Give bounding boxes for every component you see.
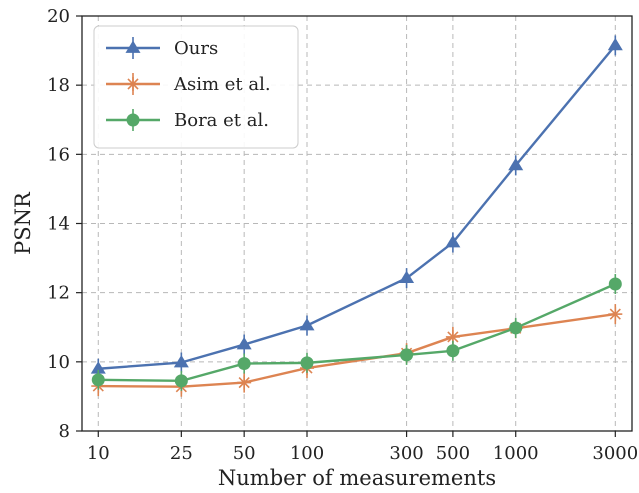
legend-entry: Ours	[106, 37, 218, 59]
legend-marker	[125, 40, 141, 53]
x-tick-label: 10	[87, 443, 110, 464]
x-tick-label: 25	[170, 443, 193, 464]
y-tick-label: 10	[47, 352, 70, 373]
data-point	[236, 337, 252, 350]
legend-box	[93, 25, 299, 149]
data-point	[508, 157, 524, 171]
x-axis-ticks: 10 25 50 100 300 500 1000 3000	[87, 431, 638, 464]
data-point	[608, 277, 622, 291]
data-point	[91, 373, 105, 387]
data-point	[174, 374, 188, 388]
series-line	[98, 312, 616, 388]
x-tick-label: 3000	[592, 443, 638, 464]
data-point	[446, 344, 460, 358]
y-tick-label: 8	[59, 421, 70, 442]
x-axis-label: Number of measurements	[218, 466, 496, 490]
y-tick-label: 12	[47, 283, 70, 304]
legend-label: Bora et al.	[174, 110, 269, 131]
series-bora-et-al	[91, 274, 622, 391]
series-line	[98, 44, 617, 370]
data-point	[509, 321, 523, 335]
data-point	[399, 270, 415, 284]
y-tick-label: 16	[47, 144, 70, 165]
legend: Ours Asim et al. Bora et al.	[93, 25, 299, 149]
x-tick-label: 100	[290, 443, 324, 464]
series-layer	[90, 35, 623, 397]
data-point	[607, 37, 623, 51]
series-ours	[90, 35, 623, 379]
legend-label: Asim et al.	[173, 74, 271, 95]
y-axis-ticks: 8 10 12 14 16 18 20	[47, 6, 82, 442]
data-point	[608, 307, 623, 322]
data-point	[237, 375, 252, 390]
x-tick-label: 500	[436, 443, 470, 464]
legend-entry: Bora et al.	[106, 109, 269, 131]
y-tick-label: 20	[47, 6, 70, 27]
x-tick-label: 50	[233, 443, 256, 464]
data-point	[173, 355, 189, 368]
data-point	[445, 329, 460, 344]
legend-label: Ours	[174, 38, 218, 59]
x-tick-label: 1000	[493, 443, 539, 464]
legend-entry: Asim et al.	[106, 73, 271, 95]
y-tick-label: 14	[47, 214, 70, 235]
data-point	[300, 356, 314, 370]
data-point	[445, 235, 461, 248]
legend-marker	[126, 113, 140, 127]
y-axis-label: PSNR	[11, 191, 35, 255]
data-point	[400, 348, 414, 362]
legend-marker	[126, 77, 140, 91]
data-point	[90, 361, 106, 374]
data-point	[299, 318, 315, 331]
x-tick-label: 300	[389, 443, 423, 464]
series-line	[98, 282, 616, 383]
series-asim-et-al	[91, 304, 623, 397]
data-point	[237, 357, 251, 371]
y-tick-label: 18	[47, 75, 70, 96]
